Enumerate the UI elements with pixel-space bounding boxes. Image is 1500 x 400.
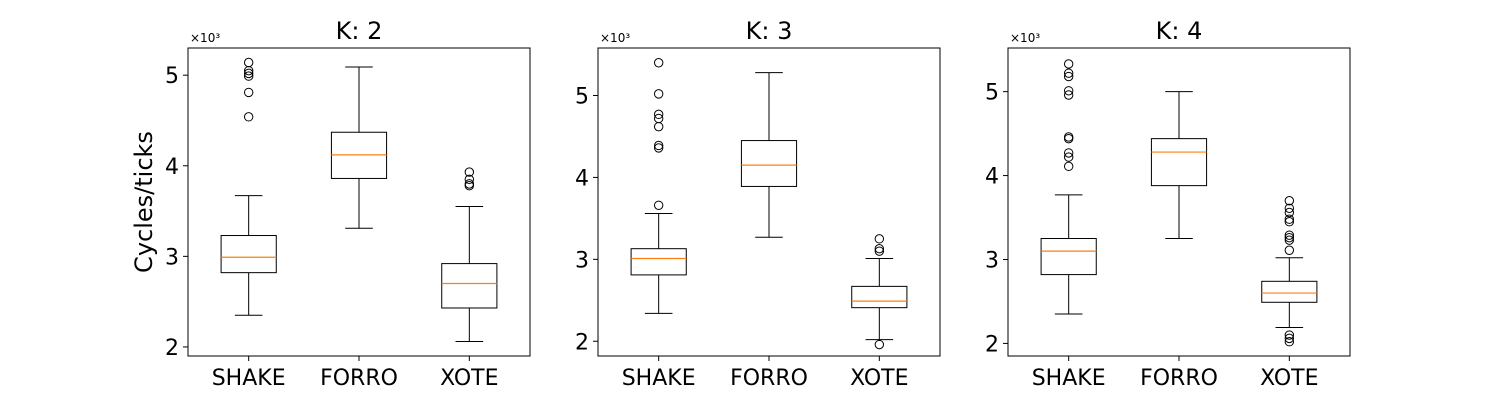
y-tick-label: 3 [575, 248, 589, 273]
outlier-point [874, 339, 885, 350]
outlier-point [464, 174, 475, 185]
outlier-point [1284, 232, 1295, 243]
outlier-point [1063, 59, 1074, 69]
iqr-box [740, 140, 798, 187]
y-scale-multiplier: ×10³ [1010, 31, 1040, 45]
y-tick-label: 3 [165, 245, 179, 270]
x-tick-label: XOTE [850, 366, 908, 391]
x-tick-label: SHAKE [622, 366, 696, 391]
x-tick-label: FORRO [320, 366, 398, 391]
outlier-point [1284, 203, 1295, 213]
y-tick-label: 4 [985, 165, 999, 190]
iqr-box [630, 248, 687, 276]
iqr-box [1040, 238, 1097, 276]
outlier-point [243, 71, 254, 81]
panels: K: 2 ×10³ 2 3 4 5 SHAKE FORRO XOTE K: 3 ×10³ 2 3 4 5 SH… [165, 17, 1351, 391]
y-axis-label: Cycles/ticks [130, 131, 158, 273]
outlier-point [1063, 86, 1074, 96]
x-tick-label: FORRO [1140, 366, 1218, 391]
y-tick-label: 2 [575, 330, 589, 355]
outlier-point [1063, 161, 1074, 172]
x-tick-label: XOTE [1260, 366, 1318, 391]
outlier-point [1063, 152, 1074, 162]
outlier-point [243, 57, 254, 68]
y-tick-label: 5 [985, 81, 999, 106]
outlier-point [1284, 207, 1295, 218]
iqr-box [851, 285, 908, 309]
outlier-point [874, 234, 885, 244]
outlier-point [1284, 333, 1295, 344]
outlier-point [1063, 68, 1074, 78]
outlier-point [1284, 330, 1295, 340]
outlier-point [653, 113, 664, 124]
y-scale-multiplier: ×10³ [600, 31, 630, 45]
y-tick-label: 4 [165, 155, 179, 180]
box-forro [330, 66, 388, 229]
x-tick-label: SHAKE [1032, 366, 1106, 391]
box-shake [1040, 59, 1097, 315]
y-tick-label: 4 [575, 166, 589, 191]
outlier-point [1063, 132, 1074, 142]
iqr-box [441, 263, 498, 309]
outlier-point [653, 58, 664, 68]
chart-panel-2: K: 3 ×10³ 2 3 4 5 SHAKE FORRO XOTE [575, 17, 941, 391]
y-tick-label: 5 [575, 85, 589, 110]
outlier-point [243, 68, 254, 79]
iqr-box [220, 235, 277, 274]
outlier-point [1284, 337, 1295, 347]
outlier-point [653, 200, 664, 210]
chart-panel-3: K: 4 ×10³ 2 3 4 5 SHAKE FORRO XOTE [985, 17, 1351, 391]
x-tick-label: FORRO [730, 366, 808, 391]
x-tick-label: XOTE [440, 366, 498, 391]
box-shake [220, 57, 277, 316]
outlier-point [1284, 235, 1295, 245]
outlier-point [1063, 148, 1074, 158]
outlier-point [243, 112, 254, 122]
outlier-point [243, 87, 254, 98]
chart-title: K: 2 [336, 17, 383, 45]
y-scale-multiplier: ×10³ [190, 31, 220, 45]
outlier-point [874, 246, 885, 256]
outlier-point [1284, 245, 1295, 255]
outlier-point [653, 140, 664, 151]
outlier-point [1284, 214, 1295, 224]
iqr-box [1261, 280, 1318, 303]
outlier-point [653, 143, 664, 153]
box-xote [851, 234, 908, 350]
box-xote [1261, 196, 1318, 347]
y-tick-label: 2 [165, 336, 179, 361]
chart-panel-1: K: 2 ×10³ 2 3 4 5 SHAKE FORRO XOTE [165, 17, 531, 391]
box-xote [441, 167, 498, 343]
box-forro [1150, 91, 1208, 240]
y-tick-label: 5 [165, 64, 179, 89]
outlier-point [874, 243, 885, 254]
outlier-point [1063, 90, 1074, 100]
outlier-point [464, 179, 475, 189]
y-tick-label: 3 [985, 248, 999, 273]
outlier-point [653, 109, 664, 120]
outlier-point [1063, 71, 1074, 82]
iqr-box [1150, 138, 1208, 187]
outlier-point [1284, 217, 1295, 227]
box-shake [630, 58, 687, 314]
chart-title: K: 3 [746, 17, 793, 45]
x-tick-label: SHAKE [212, 366, 286, 391]
box-forro [740, 72, 798, 238]
outlier-point [653, 89, 664, 99]
outlier-point [1284, 196, 1295, 206]
y-tick-label: 2 [985, 332, 999, 357]
chart-title: K: 4 [1156, 17, 1203, 45]
outlier-point [1284, 230, 1295, 240]
outlier-point [464, 167, 475, 177]
